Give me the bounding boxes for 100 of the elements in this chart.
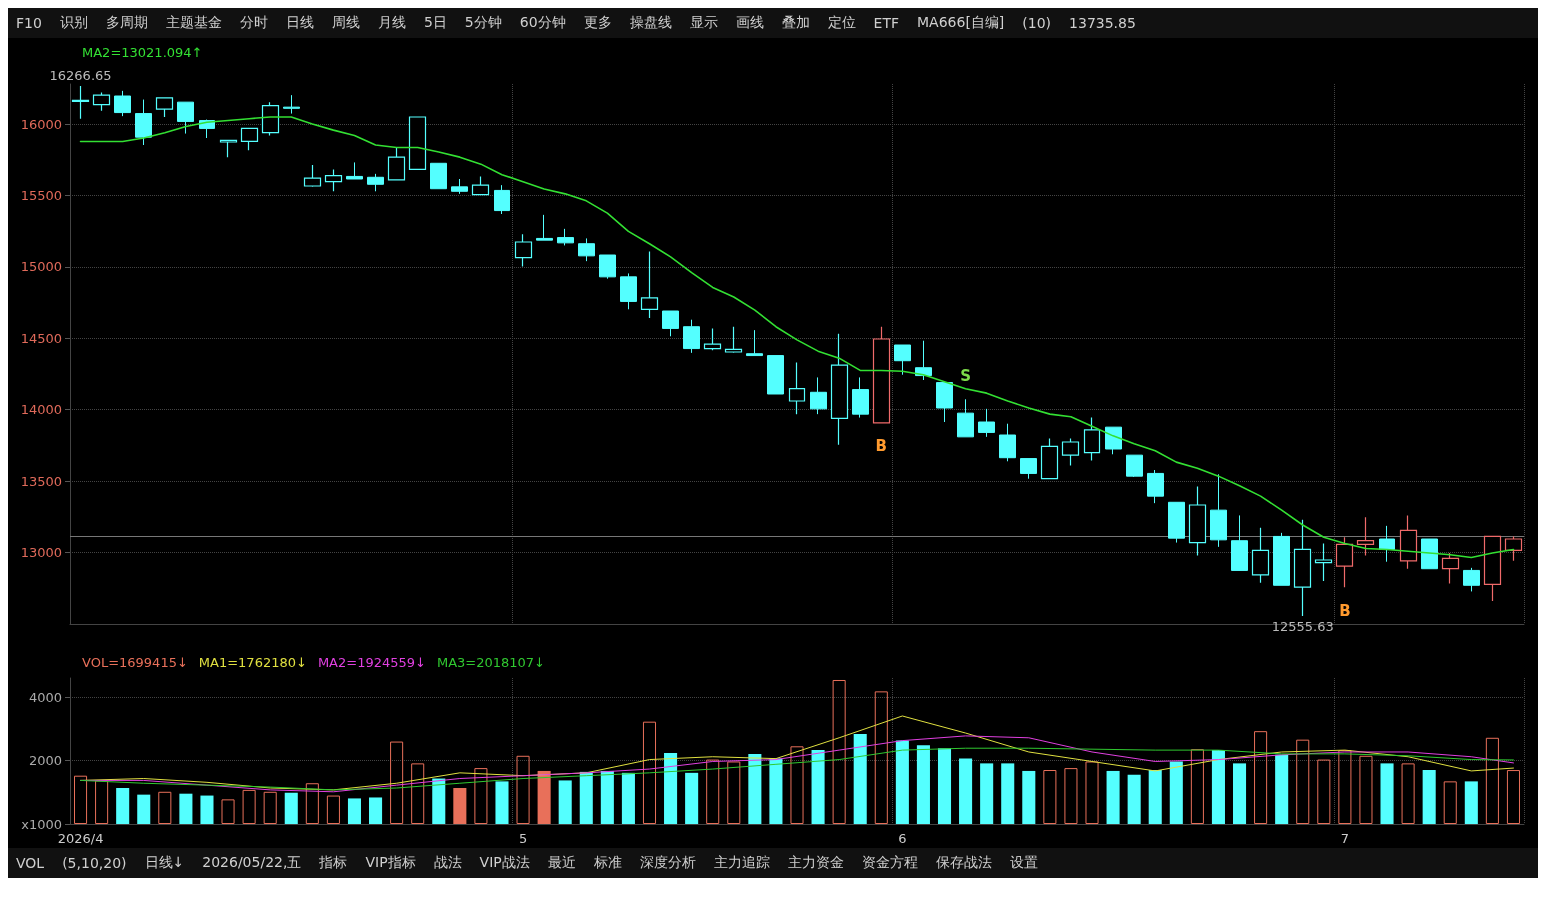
bar — [1443, 781, 1457, 824]
text: 5分钟 — [464, 14, 502, 32]
candlestick — [1273, 532, 1290, 586]
bar — [495, 781, 509, 824]
bar — [706, 759, 720, 824]
y-tick-label: 16000 — [20, 116, 62, 132]
candlestick — [1168, 501, 1185, 544]
candlestick — [430, 162, 447, 190]
candlestick — [1293, 519, 1312, 617]
bar — [1148, 770, 1162, 824]
candlestick — [261, 101, 280, 137]
bar — [1359, 755, 1373, 824]
candlestick — [1020, 458, 1037, 480]
bar — [369, 797, 383, 824]
bar — [474, 768, 488, 824]
candlestick — [471, 175, 490, 196]
candlestick — [494, 184, 510, 215]
bar — [326, 795, 340, 824]
y-tick-label: 13500 — [20, 473, 62, 489]
text: (5,10,20) — [62, 855, 127, 871]
candlestick — [114, 90, 131, 117]
bar — [621, 772, 635, 824]
candlestick — [155, 97, 174, 118]
text: MA2=1924559↓ — [317, 654, 426, 670]
bar — [179, 793, 193, 824]
bar — [1317, 759, 1331, 824]
y-tick-label: 13000 — [20, 545, 62, 561]
text: 主力追踪 — [713, 854, 770, 872]
annotation: 12555.63 — [1271, 619, 1334, 635]
annotation: B — [875, 437, 888, 456]
text: 月线 — [377, 14, 406, 32]
text: 设置 — [1009, 854, 1038, 872]
candlestick — [1335, 536, 1354, 588]
text: 最近 — [547, 854, 576, 872]
bar — [1485, 737, 1499, 824]
bar — [1401, 763, 1415, 824]
y-tick-label: 4000 — [28, 689, 62, 705]
bar — [537, 770, 551, 824]
text: 识别 — [59, 14, 88, 32]
text: 60分钟 — [519, 14, 566, 32]
candlestick — [1105, 426, 1122, 455]
candlestick — [557, 228, 574, 246]
y-tick-label: 14000 — [20, 402, 62, 418]
bar — [1190, 749, 1204, 824]
candlestick — [1040, 437, 1059, 480]
text: 周线 — [331, 14, 360, 32]
candlestick — [177, 101, 194, 135]
text: 分时 — [239, 14, 268, 32]
candlestick — [1061, 437, 1080, 467]
candlestick — [683, 319, 700, 354]
y-tick-label: x1000 — [21, 816, 62, 832]
candlestick — [367, 173, 384, 192]
bar — [1422, 770, 1436, 824]
text: 操盘线 — [629, 14, 672, 32]
text: 2026/05/22,五 — [202, 854, 302, 872]
text: MA1=1762180↓ — [198, 654, 307, 670]
candlestick — [936, 382, 953, 423]
bar — [642, 721, 657, 824]
bar — [727, 761, 741, 824]
candlestick — [1210, 473, 1227, 548]
bar — [1043, 770, 1057, 824]
text: 13735.85 — [1069, 15, 1136, 31]
x-tick-label: 2026/4 — [57, 831, 104, 846]
text: 更多 — [583, 14, 612, 32]
candlestick — [303, 164, 322, 188]
bar — [832, 680, 846, 824]
candlestick — [92, 91, 111, 112]
bar — [1064, 768, 1078, 824]
text: 战法 — [433, 854, 462, 872]
bar — [1338, 750, 1352, 824]
text: 资金方程 — [861, 854, 918, 872]
candlestick — [640, 250, 659, 319]
text: 显示 — [689, 14, 718, 32]
candlestick — [71, 85, 90, 120]
bar — [1211, 750, 1225, 824]
candlestick — [1399, 514, 1418, 570]
line-series — [79, 116, 1515, 559]
candlestick — [1188, 485, 1207, 557]
bar — [874, 691, 888, 824]
bar — [390, 741, 404, 824]
candlestick — [387, 146, 406, 181]
candlestick — [724, 326, 743, 354]
text: F10 — [16, 15, 42, 31]
candlestick — [536, 214, 553, 241]
bar — [853, 733, 867, 824]
candlestick — [852, 376, 869, 419]
bar — [579, 771, 593, 824]
bar — [1380, 763, 1394, 824]
text: 5日 — [423, 14, 447, 32]
x-tick-label: 6 — [898, 831, 907, 846]
text: 保存战法 — [935, 854, 992, 872]
bar — [347, 798, 362, 824]
candlestick — [1083, 416, 1101, 462]
text: VOL — [16, 855, 45, 871]
candlestick — [662, 310, 679, 337]
candlestick — [408, 116, 427, 171]
text: MA2=13021.094↑ — [82, 44, 203, 60]
candlestick — [324, 168, 343, 192]
bar — [1254, 731, 1268, 824]
candlestick — [1231, 514, 1248, 571]
